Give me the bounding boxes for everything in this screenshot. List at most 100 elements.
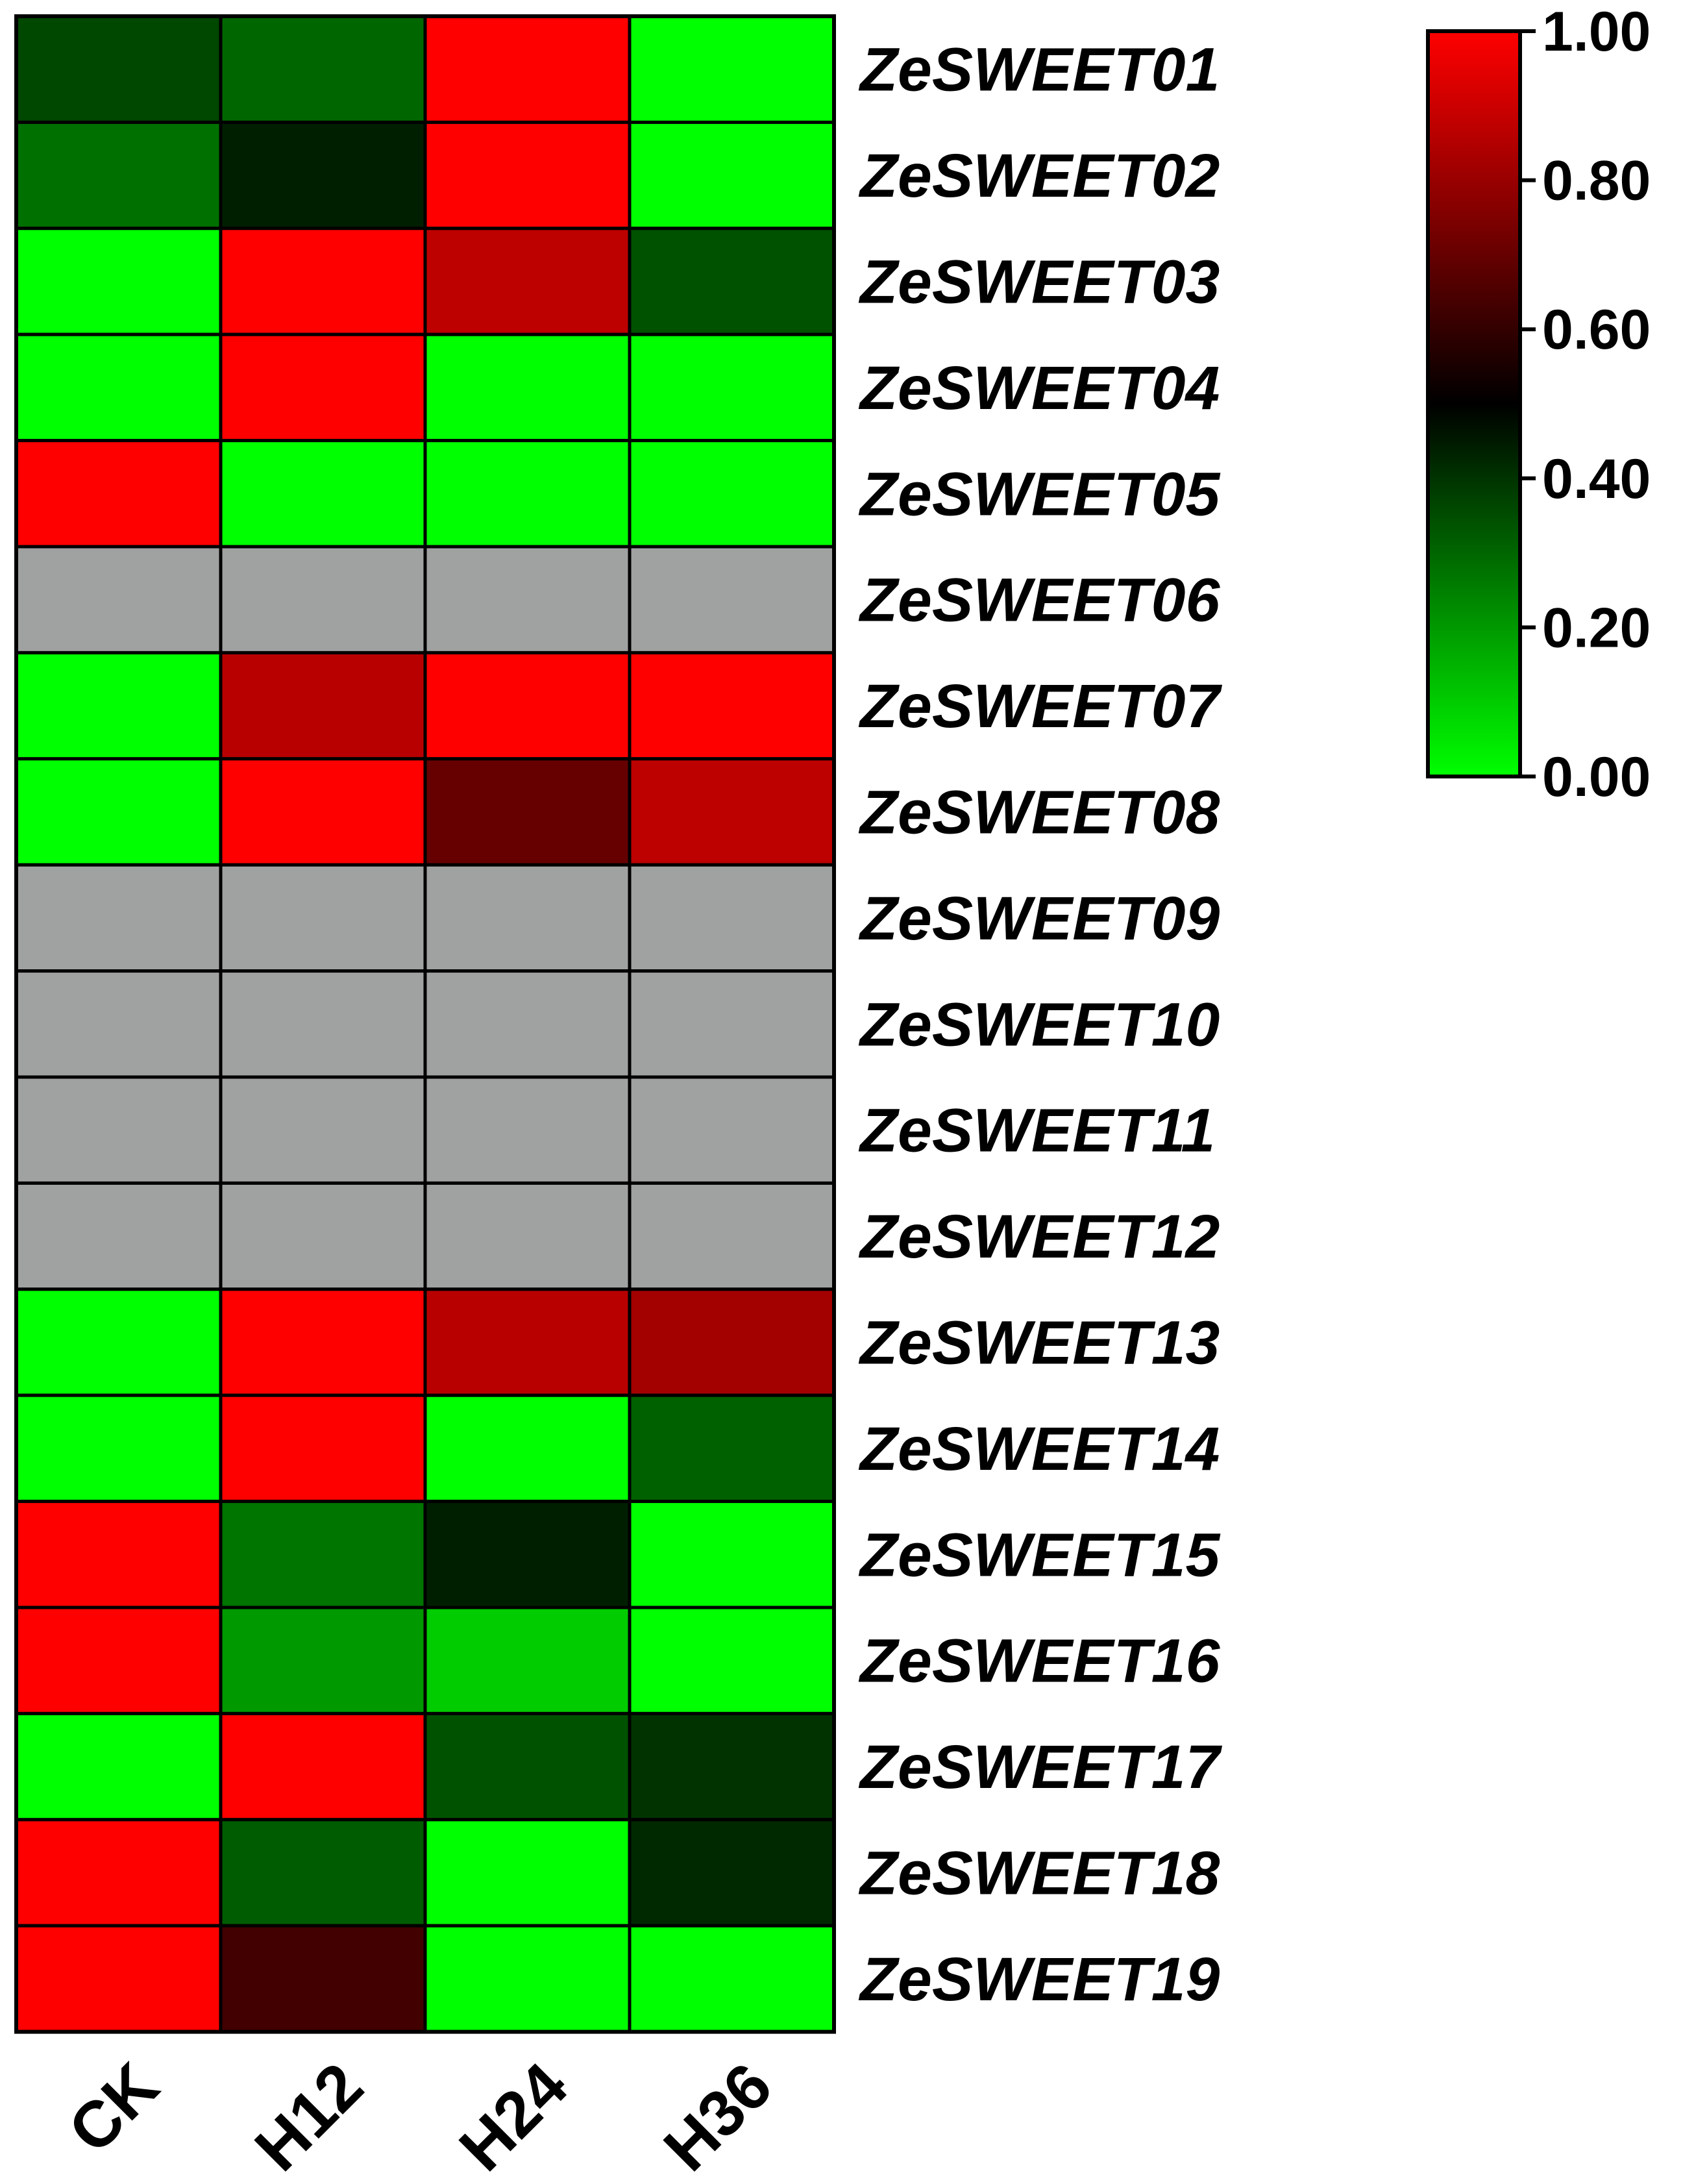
colorbar-gradient <box>1426 29 1522 778</box>
heatmap-cells <box>14 14 836 2034</box>
row-label: ZeSWEET06 <box>858 566 1220 635</box>
heatmap-cell <box>14 1075 223 1185</box>
heatmap-cell <box>628 1075 836 1185</box>
column-label: H24 <box>446 2049 582 2184</box>
colorbar-tick-label: 0.40 <box>1542 448 1651 510</box>
heatmap-cell <box>628 227 836 336</box>
heatmap-cell <box>423 969 632 1079</box>
row-label: ZeSWEET02 <box>858 142 1220 210</box>
row-label: ZeSWEET09 <box>858 884 1220 953</box>
heatmap-cell <box>14 545 223 654</box>
row-label: ZeSWEET11 <box>858 1097 1215 1165</box>
row-label: ZeSWEET10 <box>858 990 1220 1059</box>
heatmap-cell <box>14 757 223 867</box>
colorbar-tick-label: 0.00 <box>1542 746 1651 808</box>
heatmap-cell <box>14 1606 223 1715</box>
row-labels: ZeSWEET01 ZeSWEET02 ZeSWEET03 ZeSWEET04 ZeSW… <box>858 36 1222 2014</box>
heatmap-cell <box>423 1818 632 1928</box>
heatmap-cell <box>423 1287 632 1397</box>
heatmap-cell <box>423 651 632 761</box>
heatmap-cell <box>14 1287 223 1397</box>
row-label: ZeSWEET17 <box>858 1733 1222 1802</box>
heatmap-cell <box>219 332 427 443</box>
heatmap-cell <box>14 332 223 443</box>
column-label: H36 <box>650 2049 786 2184</box>
heatmap-cell <box>219 439 427 549</box>
heatmap-cell <box>628 863 836 973</box>
heatmap-cell <box>14 1393 223 1504</box>
colorbar-tick-label: 0.80 <box>1542 150 1651 212</box>
heatmap-cell <box>423 439 632 549</box>
heatmap-cell <box>219 120 427 230</box>
heatmap-cell <box>423 120 632 230</box>
heatmap-cell <box>628 14 836 124</box>
heatmap-cell <box>628 757 836 867</box>
heatmap-cell <box>219 757 427 867</box>
heatmap-cell <box>219 651 427 761</box>
heatmap-cell <box>219 1287 427 1397</box>
row-label: ZeSWEET04 <box>858 354 1220 423</box>
heatmap-cell <box>219 1075 427 1185</box>
heatmap-cell <box>219 1181 427 1291</box>
heatmap-cell <box>219 863 427 973</box>
heatmap-cell <box>423 14 632 124</box>
heatmap-cell <box>423 1711 632 1822</box>
row-label: ZeSWEET05 <box>858 460 1220 528</box>
heatmap-cell <box>628 1606 836 1715</box>
row-label: ZeSWEET13 <box>858 1309 1220 1378</box>
heatmap-cell <box>423 757 632 867</box>
heatmap-cell <box>628 1924 836 2034</box>
heatmap-cell <box>14 1500 223 1609</box>
row-label: ZeSWEET07 <box>858 672 1222 741</box>
heatmap-cell <box>423 863 632 973</box>
heatmap-cell <box>628 332 836 443</box>
heatmap-cell <box>14 1181 223 1291</box>
heatmap-cell <box>423 1075 632 1185</box>
heatmap-cell <box>628 1818 836 1928</box>
heatmap-cell <box>219 1500 427 1609</box>
heatmap-cell <box>219 545 427 654</box>
heatmap-cell <box>219 1606 427 1715</box>
heatmap-cell <box>628 1711 836 1822</box>
heatmap-cell <box>423 332 632 443</box>
heatmap-cell <box>219 969 427 1079</box>
heatmap-cell <box>628 969 836 1079</box>
heatmap-cell <box>219 1924 427 2034</box>
heatmap-cell <box>14 1711 223 1822</box>
row-label: ZeSWEET03 <box>858 248 1220 317</box>
row-label: ZeSWEET12 <box>858 1202 1220 1271</box>
heatmap-cell <box>14 651 223 761</box>
row-label: ZeSWEET01 <box>858 36 1220 105</box>
heatmap-cell <box>628 651 836 761</box>
colorbar: 0.00 0.20 0.40 0.60 0.80 1.00 <box>1426 1 1651 808</box>
row-label: ZeSWEET18 <box>858 1839 1220 1908</box>
heatmap-cell <box>423 227 632 336</box>
heatmap-cell <box>628 120 836 230</box>
heatmap-cell <box>628 439 836 549</box>
colorbar-tick-label: 0.60 <box>1542 299 1651 361</box>
heatmap-cell <box>423 545 632 654</box>
heatmap-cell <box>14 14 223 124</box>
heatmap-cell <box>14 227 223 336</box>
colorbar-tick-label: 1.00 <box>1542 1 1651 63</box>
heatmap-border <box>14 14 836 2034</box>
heatmap-cell <box>219 14 427 124</box>
heatmap-cell <box>628 1181 836 1291</box>
heatmap-cell <box>423 1924 632 2034</box>
heatmap-cell <box>219 227 427 336</box>
row-label: ZeSWEET19 <box>858 1945 1220 2014</box>
heatmap-cell <box>423 1181 632 1291</box>
row-label: ZeSWEET16 <box>858 1627 1220 1696</box>
heatmap-cell <box>219 1393 427 1504</box>
heatmap-cell <box>14 120 223 230</box>
heatmap-cell <box>423 1500 632 1609</box>
heatmap-cell <box>14 863 223 973</box>
heatmap-cell <box>219 1711 427 1822</box>
heatmap-cell <box>423 1393 632 1504</box>
heatmap-cell <box>423 1606 632 1715</box>
heatmap-cell <box>628 1500 836 1609</box>
heatmap-cell <box>14 1924 223 2034</box>
heatmap-cell <box>628 1393 836 1504</box>
heatmap-cell <box>628 545 836 654</box>
